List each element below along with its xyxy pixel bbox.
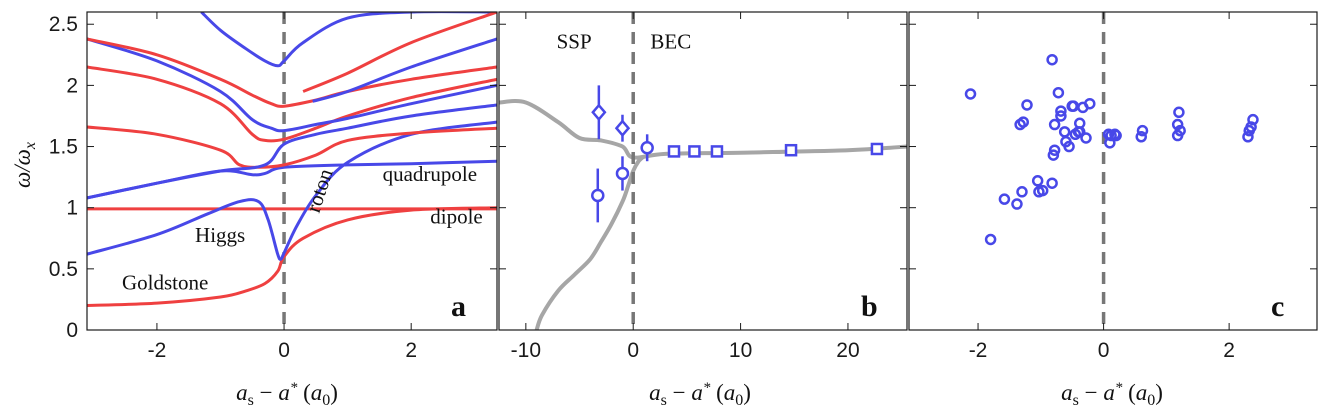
data-point-circle bbox=[640, 141, 654, 155]
x-axis-label-b: as − a* (a0) bbox=[649, 380, 751, 409]
data-point bbox=[1047, 149, 1060, 161]
data-point-diamond bbox=[614, 119, 631, 138]
y-tick-label: 1.5 bbox=[49, 136, 78, 159]
annotation-dipole: dipole bbox=[430, 205, 483, 229]
data-point-square bbox=[870, 142, 884, 156]
data-point bbox=[1046, 53, 1058, 66]
y-tick-label: 2.5 bbox=[49, 13, 78, 36]
data-point bbox=[1135, 131, 1147, 143]
data-point bbox=[1021, 99, 1033, 111]
y-tick-label: 1 bbox=[66, 197, 78, 220]
panel-c: -2 0 2 c bbox=[908, 11, 1318, 362]
x-tick-label: 20 bbox=[836, 339, 859, 362]
data-point bbox=[1136, 124, 1149, 137]
y-tick-label: 0 bbox=[66, 319, 78, 342]
data-point bbox=[1247, 113, 1259, 126]
series-blue-line-2 bbox=[87, 120, 497, 261]
x-tick-label: -10 bbox=[511, 339, 541, 362]
data-point bbox=[1084, 97, 1096, 110]
data-point bbox=[1055, 110, 1067, 122]
series-red-line-8 bbox=[87, 37, 497, 108]
series-blue-line-5 bbox=[87, 103, 497, 200]
series-red-line-0 bbox=[87, 206, 497, 307]
y-tick-label: 0.5 bbox=[49, 258, 78, 281]
data-point-circle bbox=[591, 188, 605, 203]
data-point bbox=[1063, 140, 1075, 153]
x-tick-label: 0 bbox=[627, 339, 639, 362]
panel-letter: b bbox=[861, 290, 878, 323]
data-point bbox=[1052, 86, 1065, 99]
panel-letter: a bbox=[451, 290, 466, 323]
x-tick-label: 0 bbox=[278, 339, 290, 362]
data-point bbox=[1031, 175, 1044, 187]
data-point bbox=[1046, 177, 1058, 189]
data-point bbox=[1036, 184, 1049, 197]
y-tick-label: 2 bbox=[66, 74, 78, 97]
data-point bbox=[1011, 198, 1023, 210]
data-point bbox=[1048, 144, 1061, 156]
gray-curve-upper bbox=[499, 99, 907, 160]
panel-b-frame bbox=[498, 11, 908, 331]
x-tick-label: 2 bbox=[405, 339, 417, 362]
x-tick-label: 2 bbox=[1223, 339, 1235, 362]
data-point bbox=[984, 233, 997, 246]
x-tick-label: -2 bbox=[969, 339, 988, 362]
region-label-bec: BEC bbox=[650, 30, 691, 54]
annotation-goldstone: Goldstone bbox=[122, 271, 208, 295]
panel-c-frame bbox=[908, 11, 1318, 331]
data-point bbox=[1016, 186, 1028, 198]
series-blue-line-7 bbox=[87, 37, 497, 133]
series-red-line-4 bbox=[87, 125, 497, 169]
x-tick-label: -2 bbox=[148, 339, 167, 362]
panel-a-frame bbox=[86, 11, 498, 331]
data-point-square bbox=[710, 145, 724, 158]
data-point bbox=[1110, 129, 1122, 142]
series-red-line-11 bbox=[302, 12, 497, 93]
data-point-circle bbox=[615, 166, 630, 181]
annotation-quadrupole: quadrupole bbox=[383, 162, 477, 186]
data-point bbox=[1245, 121, 1257, 133]
data-point bbox=[1104, 137, 1116, 149]
data-point bbox=[1171, 118, 1184, 131]
y-axis-label: ω/ωx bbox=[10, 142, 39, 188]
data-point bbox=[1242, 131, 1254, 143]
data-point bbox=[998, 193, 1011, 205]
annotation-higgs: Higgs bbox=[195, 223, 245, 247]
series-blue-line-10 bbox=[312, 37, 497, 103]
series-blue-line-9 bbox=[200, 12, 497, 68]
data-point bbox=[1080, 132, 1092, 144]
data-point bbox=[1017, 116, 1029, 128]
panel-b: SSP BEC -10 0 10 20b bbox=[498, 11, 908, 362]
data-point bbox=[964, 88, 977, 100]
region-label-ssp: SSP bbox=[557, 30, 592, 54]
data-point bbox=[1058, 126, 1071, 138]
x-axis-label-c: as − a* (a0) bbox=[1061, 380, 1163, 409]
mode-lines bbox=[87, 12, 497, 330]
x-axis-label-a: as − a* (a0) bbox=[236, 380, 338, 409]
data-point bbox=[1055, 105, 1067, 117]
data-point-square bbox=[667, 145, 681, 158]
theory-curves bbox=[499, 12, 907, 330]
panel-letter: c bbox=[1271, 290, 1284, 323]
x-tick-label: 0 bbox=[1098, 339, 1110, 362]
series-red-line-6 bbox=[87, 65, 497, 143]
data-point bbox=[1048, 118, 1061, 131]
data-point-square bbox=[688, 145, 701, 158]
data-point bbox=[1174, 124, 1186, 137]
data-point bbox=[1173, 106, 1185, 119]
data-point-square bbox=[784, 143, 798, 157]
data-point bbox=[1073, 117, 1086, 130]
gray-curve-lower bbox=[534, 154, 646, 330]
x-tick-label: 10 bbox=[729, 339, 752, 362]
data-point-diamond bbox=[591, 103, 607, 122]
